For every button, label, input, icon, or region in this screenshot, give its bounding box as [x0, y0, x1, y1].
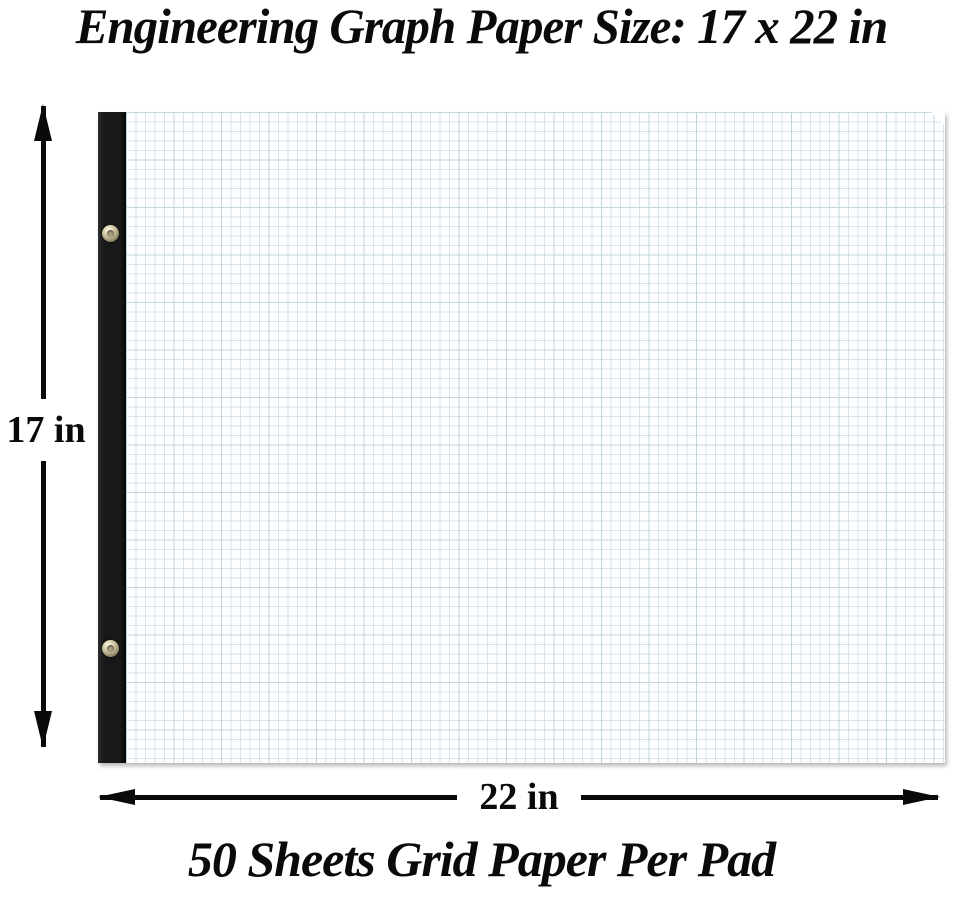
pad-binding-strip [98, 112, 126, 763]
footer-text: 50 Sheets Grid Paper Per Pad [187, 831, 776, 887]
arrow-right-icon [903, 789, 940, 805]
graph-paper-pad [98, 112, 945, 763]
grommet-hole [107, 230, 114, 237]
page-title: Engineering Graph Paper Size: 17 x 22 in [75, 0, 889, 54]
grommet-hole [107, 645, 114, 652]
grid-paper-sheet [126, 112, 945, 763]
width-label: 22 in [457, 769, 581, 825]
grommet-top-icon [102, 225, 119, 242]
arrow-down-icon [34, 711, 52, 748]
paper-corner-fold [931, 112, 945, 126]
arrow-left-icon [98, 789, 135, 805]
grommet-bottom-icon [102, 640, 119, 657]
height-label: 17 in [0, 399, 92, 461]
arrow-up-icon [34, 104, 52, 141]
